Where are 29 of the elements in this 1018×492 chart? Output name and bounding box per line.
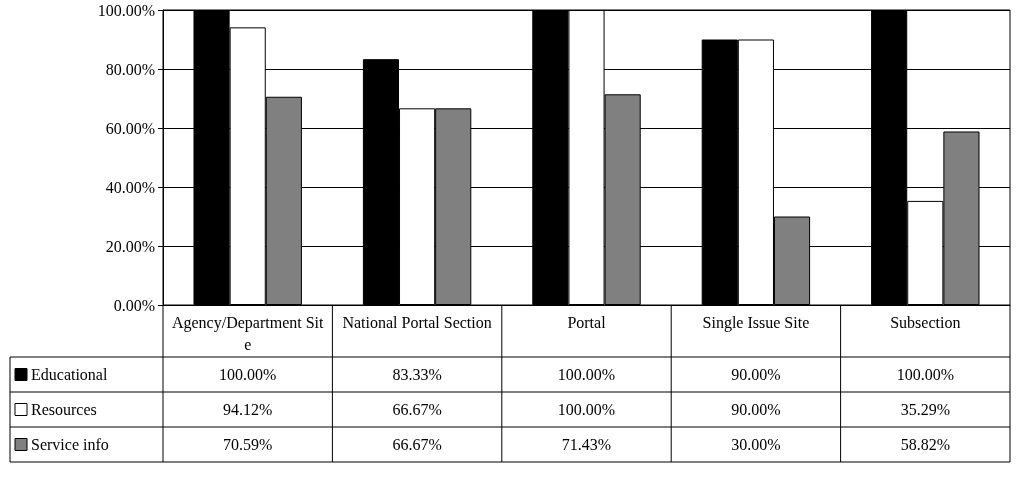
data-label: 94.12% xyxy=(223,401,273,418)
x-tick-label: Subsection xyxy=(890,313,961,331)
x-tick-label: Portal xyxy=(567,313,607,331)
x-tick-label: Single Issue Site xyxy=(702,313,810,332)
data-label: 90.00% xyxy=(731,366,781,383)
y-tick-label: 40.00% xyxy=(105,178,155,196)
data-label: 70.59% xyxy=(223,436,273,453)
data-label: 100.00% xyxy=(557,366,616,383)
y-tick-label: 60.00% xyxy=(105,119,155,137)
x-tick-label: National Portal Section xyxy=(342,313,492,331)
data-label: 100.00% xyxy=(896,366,954,383)
y-tick-label: 0.00% xyxy=(113,296,155,314)
data-label: 83.33% xyxy=(392,366,442,383)
y-tick-label: 20.00% xyxy=(105,237,155,255)
data-label: 66.67% xyxy=(392,436,442,453)
data-label: 90.00% xyxy=(731,401,781,418)
data-label: 58.82% xyxy=(900,436,950,453)
data-label: 71.43% xyxy=(561,436,612,453)
data-label: 30.00% xyxy=(731,436,781,453)
legend-label: Educational xyxy=(31,366,108,383)
x-tick-label: Agency/Department Site xyxy=(171,313,325,353)
data-label: 35.29% xyxy=(900,401,950,418)
y-tick-label: 80.00% xyxy=(105,60,155,78)
data-label: 100.00% xyxy=(557,401,616,418)
data-label: 100.00% xyxy=(219,366,277,383)
y-tick-label: 100.00% xyxy=(97,1,155,19)
legend-label: Resources xyxy=(31,401,97,418)
legend-label: Service info xyxy=(31,436,109,453)
data-label: 66.67% xyxy=(392,401,442,418)
